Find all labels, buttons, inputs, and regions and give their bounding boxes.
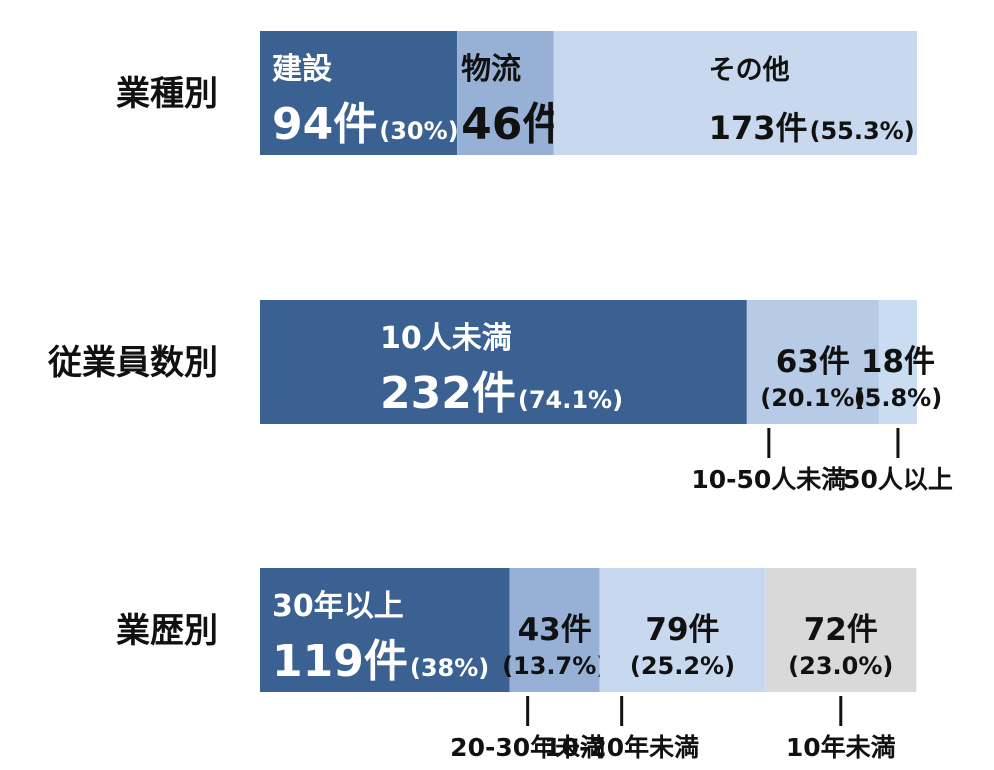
bar-segment: [746, 300, 879, 424]
segment-category-label: 10年未満: [786, 733, 896, 762]
segment-category-label: 10-20年未満: [544, 733, 699, 762]
segment-value-line: 232件(74.1%): [380, 368, 623, 419]
segment-count-label: 79件: [645, 612, 719, 648]
segment-value-line: 119件(38%): [272, 636, 489, 687]
segment-count-label: 173件: [709, 109, 808, 147]
segment-pct-label: (23.0%): [788, 652, 893, 680]
segment-name-label: その他: [709, 55, 790, 86]
bar-segment-group: 10人未満 232件(74.1%): [260, 300, 747, 424]
bar-segment-group: 18件 (5.8%) 50人以上: [843, 300, 953, 494]
segment-count-label: 18件: [861, 344, 935, 380]
bar-segment: [599, 568, 766, 692]
bar-row-3: 業歴別 30年以上 119件(38%) 43件 (13.7%) 20-30年未満 79件 (2…: [116, 568, 917, 762]
bar-segment-group: 43件 (13.7%) 20-30年未満: [450, 568, 607, 762]
row-label: 業種別: [116, 74, 218, 114]
row-label: 業歴別: [116, 611, 218, 651]
segment-count-label: 232件: [380, 368, 516, 419]
bar-segment-group: 79件 (25.2%) 10-20年未満: [544, 568, 766, 762]
segment-count-label: 94件: [272, 99, 377, 150]
segment-count-label: 119件: [272, 636, 408, 687]
segment-count-label: 43件: [518, 612, 592, 648]
segment-pct-label: (13.7%): [502, 652, 607, 680]
segment-category-label: 10-50人未満: [691, 465, 846, 494]
bar-segment: [260, 568, 510, 692]
bar-segment-group: その他 173件(55.3%): [553, 31, 917, 155]
bar-segment: [878, 300, 917, 424]
segment-name-label: 建設: [272, 52, 332, 87]
bar-segment: [509, 568, 600, 692]
segment-name-label: 10人未満: [380, 321, 512, 356]
bar-segment: [260, 31, 458, 155]
segment-value-line: 94件(30%): [272, 99, 459, 150]
bar-segment: [765, 568, 917, 692]
segment-pct-label: (74.1%): [518, 386, 623, 414]
segment-pct-label: (20.1%): [760, 384, 865, 412]
segment-name-label: 物流: [461, 52, 521, 87]
segment-pct-label: (5.8%): [854, 384, 943, 412]
segment-count-label: 63件: [776, 344, 850, 380]
bar-row-2: 従業員数別10人未満232件(74.1%)63件(20.1%)10-50人未満1…: [47, 300, 953, 494]
segment-count-label: 46件: [461, 99, 566, 150]
bar-segment-group: 建設 94件(30%): [260, 31, 459, 155]
segment-category-label: 20-30年未満: [450, 733, 605, 762]
bar-segment: [457, 31, 554, 155]
segment-pct-label: (25.2%): [630, 652, 735, 680]
bar-segment: [553, 31, 917, 155]
segment-count-label: 72件: [804, 612, 878, 648]
bar-segment-group: 72件 (23.0%) 10年未満: [765, 568, 917, 762]
bar-segment-group: 63件 (20.1%) 10-50人未満: [691, 300, 879, 494]
bar-segment: [260, 300, 747, 424]
segment-value-line: 173件(55.3%): [709, 109, 915, 147]
segment-pct-label: (55.3%): [809, 117, 914, 145]
row-label: 従業員数別: [47, 343, 218, 383]
segment-pct-label: (38%): [410, 654, 489, 682]
segment-pct-label: (30%): [379, 117, 458, 145]
segment-category-label: 50人以上: [843, 465, 953, 494]
bar-segment-group: 30年以上 119件(38%): [260, 568, 510, 692]
segment-name-label: 30年以上: [272, 589, 404, 624]
